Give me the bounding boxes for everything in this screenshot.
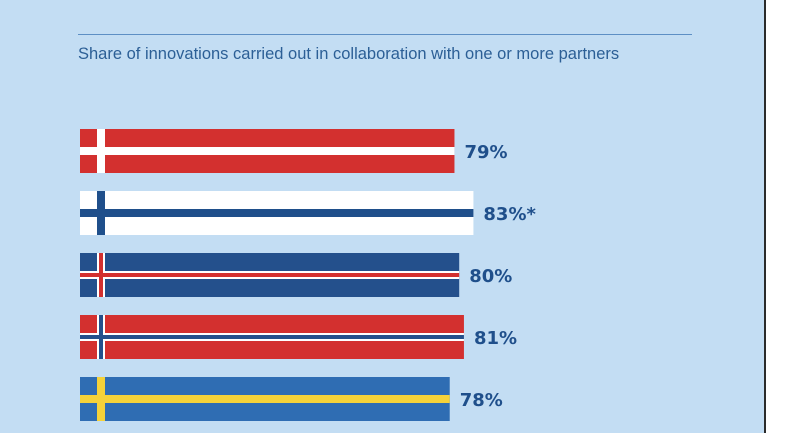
bar-iceland-inner-h xyxy=(80,273,460,277)
chart-title: Share of innovations carried out in coll… xyxy=(78,45,620,63)
bar-sweden-cross-v xyxy=(97,377,105,421)
page-edge xyxy=(764,0,792,433)
bar-denmark-value-label: 79% xyxy=(464,142,507,163)
bar-norway-value-label: 81% xyxy=(474,328,517,349)
page-edge-line xyxy=(764,0,766,433)
bar-denmark-cross-v xyxy=(97,129,105,173)
bar-sweden-value-label: 78% xyxy=(460,390,503,411)
bar-norway-inner-v xyxy=(99,315,103,359)
bar-sweden-cross-h xyxy=(80,395,450,403)
bar-iceland-value-label: 80% xyxy=(469,266,512,287)
bar-iceland-inner-v xyxy=(99,253,103,297)
bar-norway-inner-h xyxy=(80,335,464,339)
bar-denmark-cross-h xyxy=(80,147,455,155)
bar-finland-cross-v xyxy=(97,191,105,235)
bar-finland-cross-h xyxy=(80,209,474,217)
header-rule xyxy=(78,34,692,35)
bar-finland-value-label: 83%* xyxy=(483,204,536,225)
